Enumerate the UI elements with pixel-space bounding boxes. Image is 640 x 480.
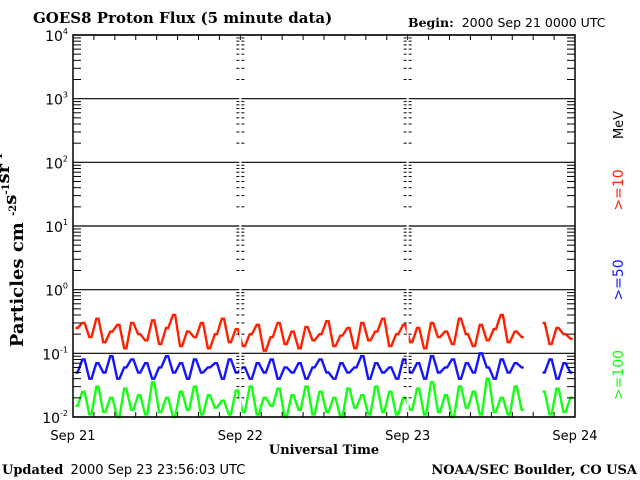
series-line-ge50 [542,358,573,380]
y-tick-label: 100 [45,282,68,300]
y-tick-label: 10-2 [42,409,68,427]
series-line-ge10 [542,321,573,346]
updated-value: 2000 Sep 23 23:56:03 UTC [70,463,245,478]
tick-labels: 104 103 102 101 100 10-1 10-2 Sep 21 Sep 22 Sep 2… [42,27,597,444]
legend-unit: MeV [612,111,627,139]
legend-item: >=10 [611,169,627,210]
y-axis-label: Particles cm -2s-1sr-1 [0,153,28,347]
x-tick-label: Sep 22 [218,429,263,444]
begin-label: Begin: [408,15,454,30]
legend-item: >=100 [611,350,627,400]
begin-value: 2000 Sep 21 0000 UTC [462,15,606,30]
credit-text: NOAA/SEC Boulder, CO USA [431,463,638,478]
y-tick-label: 103 [45,91,68,109]
y-tick-label: 10-1 [42,345,68,363]
y-tick-label: 101 [45,218,68,236]
series-line-ge10 [75,313,524,352]
y-tick-label: 102 [45,154,68,172]
y-tick-label: 104 [45,27,68,45]
x-axis-label: Universal Time [269,443,379,458]
x-tick-label: Sep 21 [50,429,95,444]
series-group [75,313,573,419]
plot-frame [72,34,576,418]
updated-text: Updated 2000 Sep 23 23:56:03 UTC [2,463,245,478]
legend-item: >=50 [611,259,627,300]
series-line-ge100 [542,387,573,416]
axes [72,34,576,418]
series-line-ge50 [75,352,524,380]
chart-title: GOES8 Proton Flux (5 minute data) [33,9,332,27]
legend: MeV >=10 >=50 >=100 [611,111,627,400]
updated-label: Updated [2,463,63,478]
x-tick-label: Sep 24 [552,429,597,444]
x-tick-label: Sep 23 [385,429,430,444]
series-line-ge100 [75,377,524,419]
begin-text: Begin: 2000 Sep 21 0000 UTC [408,15,606,30]
